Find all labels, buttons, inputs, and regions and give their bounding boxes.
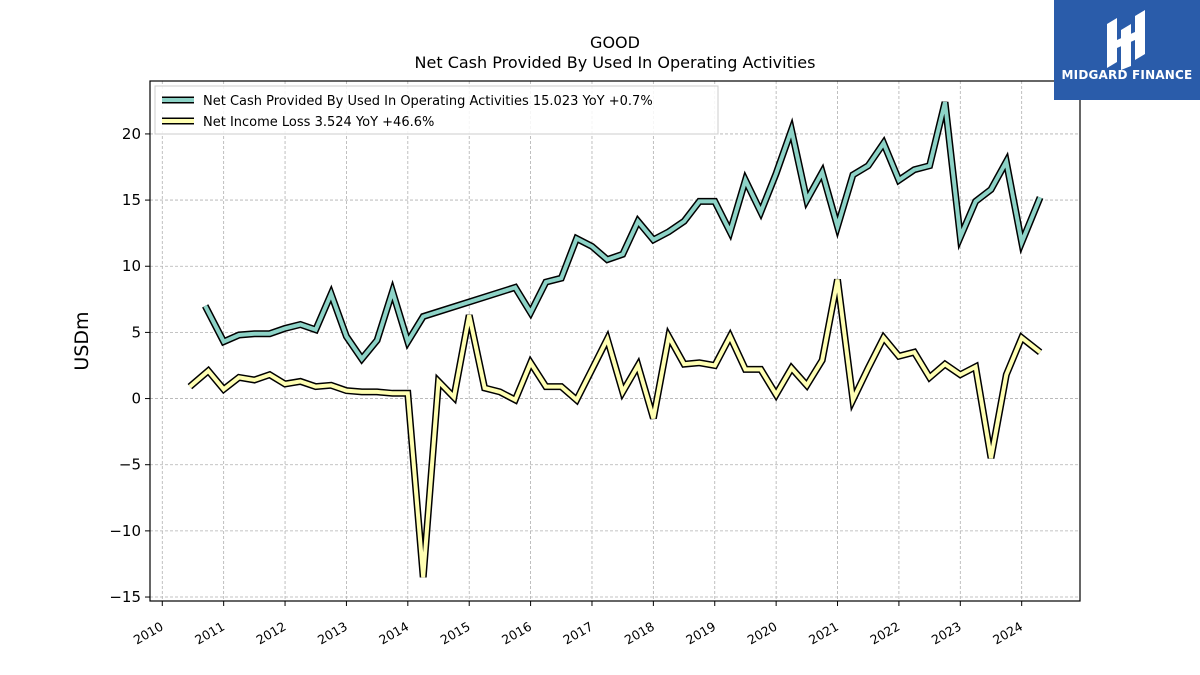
y-tick-label: 0 <box>131 390 141 408</box>
y-tick-label: −15 <box>109 588 141 606</box>
series-line-2 <box>188 279 1042 578</box>
y-tick-label: 15 <box>122 191 141 209</box>
x-tick-label: 2010 <box>131 619 166 648</box>
x-tick-label: 2016 <box>499 619 534 648</box>
y-tick-label: 5 <box>131 323 141 341</box>
x-tick-label: 2019 <box>683 619 718 648</box>
y-tick-label: −5 <box>119 456 141 474</box>
axis-ticks: −15 −10 −5 0 5 10 15 20 2010 2011 2012 2013 2014 2015… <box>109 125 1025 648</box>
midgard-logo-icon <box>1107 10 1145 70</box>
series-lines <box>187 101 1044 578</box>
series-line-1 <box>203 101 1042 363</box>
legend: Net Cash Provided By Used In Operating A… <box>154 85 719 135</box>
x-tick-label: 2024 <box>990 619 1025 648</box>
plot-frame <box>149 80 1081 602</box>
chart-subtitle: Net Cash Provided By Used In Operating A… <box>415 53 816 72</box>
legend-label-2: Net Income Loss 3.524 YoY +46.6% <box>203 115 434 130</box>
logo-text: MIDGARD FINANCE <box>1061 68 1193 82</box>
midgard-finance-logo: MIDGARD FINANCE <box>1054 0 1200 100</box>
y-tick-label: 20 <box>122 125 141 143</box>
x-tick-label: 2011 <box>192 619 227 648</box>
x-tick-label: 2013 <box>315 619 350 648</box>
legend-box <box>154 85 719 135</box>
y-axis-label: USDm <box>71 311 93 370</box>
x-tick-label: 2023 <box>929 619 964 648</box>
x-tick-label: 2012 <box>253 619 288 648</box>
x-tick-label: 2020 <box>745 619 780 648</box>
x-tick-label: 2022 <box>867 619 902 648</box>
x-tick-label: 2018 <box>622 619 657 648</box>
y-tick-label: −10 <box>109 522 141 540</box>
x-tick-label: 2021 <box>806 619 841 648</box>
legend-label-1: Net Cash Provided By Used In Operating A… <box>203 94 653 109</box>
chart-title: GOOD <box>590 33 640 52</box>
y-tick-label: 10 <box>122 257 141 275</box>
grid <box>150 81 1080 601</box>
x-tick-label: 2015 <box>438 619 473 648</box>
x-tick-label: 2017 <box>560 619 595 648</box>
x-tick-label: 2014 <box>376 619 411 648</box>
series-line-outline-1 <box>202 101 1044 365</box>
